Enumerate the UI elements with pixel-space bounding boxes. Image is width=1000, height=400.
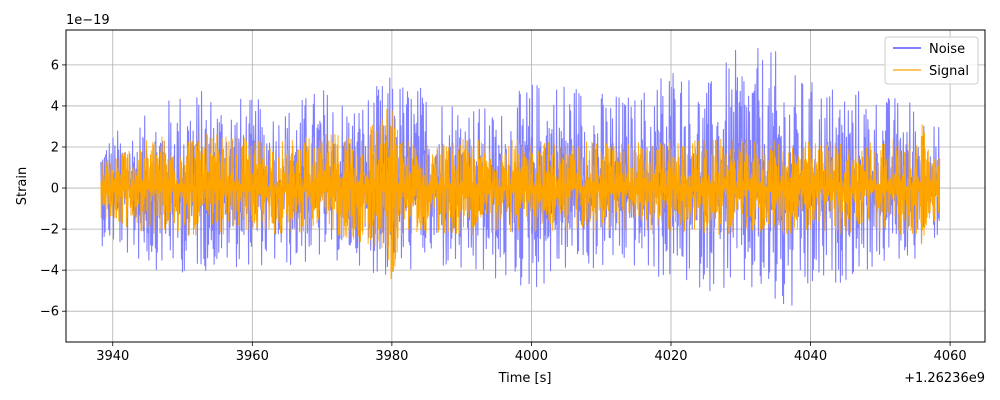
series-line-signal [100, 108, 941, 280]
y-tick-label: −4 [40, 264, 59, 279]
x-tick-label: 3960 [236, 349, 269, 364]
y-tick-label: 0 [51, 182, 59, 197]
y-tick-label: 6 [51, 58, 59, 73]
x-tick-label: 3980 [375, 349, 408, 364]
y-tick-label: −2 [40, 223, 59, 238]
y-tick-label: 4 [51, 99, 59, 114]
y-axis-ticks: −6 −4 −2 0 2 4 6 [40, 58, 66, 320]
y-axis-label: Strain [15, 167, 30, 206]
x-tick-label: 4020 [654, 349, 687, 364]
x-tick-label: 4000 [515, 349, 548, 364]
x-axis-label: Time [s] [498, 371, 552, 386]
x-tick-label: 4060 [934, 349, 967, 364]
y-tick-label: −6 [40, 305, 59, 320]
series-layer [100, 48, 941, 306]
x-tick-label: 4040 [794, 349, 827, 364]
x-offset-label: +1.26236e9 [904, 371, 985, 386]
y-exponent-label: 1e−19 [66, 13, 110, 28]
legend-label-noise: Noise [929, 42, 965, 57]
x-axis-ticks: 3940 3960 3980 4000 4020 4040 4060 [96, 342, 967, 364]
plot-area [100, 48, 941, 306]
legend: Noise Signal [884, 36, 979, 85]
y-tick-label: 2 [51, 141, 59, 156]
legend-label-signal: Signal [929, 64, 969, 79]
plot-frame [65, 29, 986, 343]
x-tick-label: 3940 [96, 349, 129, 364]
